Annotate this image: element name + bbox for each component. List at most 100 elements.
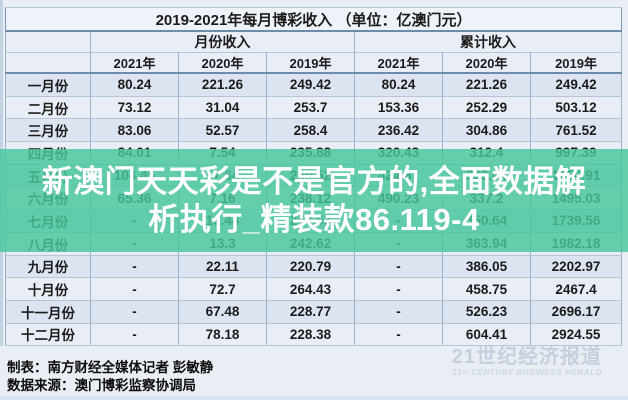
table-cell: - — [354, 277, 443, 301]
publisher-logo: 21世纪经济报道 21ˢᵗ CENTURY BUSINESS HERALD — [452, 346, 602, 378]
table-cell: 330.04 — [442, 163, 531, 188]
table-cell: - — [90, 254, 179, 279]
table-cell: 761.52 — [529, 118, 623, 143]
table-cell: 78.18 — [178, 322, 267, 347]
table-cell: 80.24 — [90, 72, 179, 97]
table-cell: 238.12 — [266, 186, 355, 211]
credit-line: 制表：南方财经全媒体记者 彭敏静 — [7, 360, 214, 375]
table-cell: 153.36 — [354, 95, 443, 120]
table-cell: 2924.55 — [529, 322, 623, 347]
group-header-row: 月份收入 累计收入 — [5, 30, 623, 53]
table-cell: 22.11 — [178, 254, 267, 279]
year-header-row: 2021年 2020年 2019年 2021年 2020年 2019年 — [5, 52, 623, 74]
revenue-table: 2019-2021年每月博彩收入 （单位：亿澳门元） 月份收入 累计收入 202… — [5, 7, 623, 347]
row-label: 八月份 — [5, 231, 91, 256]
year-header: 2021年 — [90, 52, 179, 74]
table-cell: 104.45 — [90, 163, 179, 188]
table-row: 四月份 84.01 7.54 235.88 320.43 312.4 997.39 — [5, 141, 623, 165]
table-cell: 1495.03 — [529, 186, 623, 211]
table-cell: 67.48 — [178, 299, 267, 324]
table-cell: - — [354, 299, 443, 324]
year-header: 2020年 — [442, 52, 531, 74]
table-cell: 1739.56 — [529, 209, 623, 233]
row-label: 十一月份 — [5, 299, 91, 324]
table-cell: 249.42 — [266, 72, 355, 97]
table-cell: 363.94 — [442, 231, 531, 256]
table-cell: 1982.18 — [529, 231, 623, 256]
year-header: 2020年 — [178, 52, 267, 74]
table-cell: 1256.91 — [529, 163, 623, 188]
table-cell: 84.01 — [90, 141, 179, 165]
table-cell: 604.41 — [442, 322, 531, 347]
table-row: 五月份 104.45 17.64 259.52 424.87 330.04 1256.91 — [5, 163, 623, 188]
corner-cell — [5, 52, 91, 74]
table-cell: 236.42 — [354, 118, 443, 143]
table-cell: - — [90, 299, 179, 324]
left-edge-strip — [0, 0, 3, 346]
row-label: 六月份 — [5, 186, 91, 211]
table-cell: 7.16 — [178, 186, 267, 211]
table-cell: 304.86 — [442, 118, 531, 143]
table-cell: 80.24 — [354, 72, 443, 97]
table-cell: 264.43 — [266, 277, 355, 301]
table-cell: 253.7 — [266, 95, 355, 120]
table-row: 二月份 73.12 31.04 253.7 153.36 252.29 503.12 — [5, 95, 623, 120]
table-cell: 252.29 — [442, 95, 531, 120]
table-row: 九月份 -22.11 220.79-386.05 2202.97 — [5, 254, 623, 279]
table-title-row: 2019-2021年每月博彩收入 （单位：亿澳门元） — [5, 7, 622, 32]
row-label: 一月份 — [5, 72, 91, 97]
table-cell: 83.06 — [90, 118, 179, 143]
table-cell: 228.38 — [266, 322, 355, 347]
table-cell: - — [354, 254, 443, 279]
table-cell: 249.42 — [529, 72, 623, 97]
table-cell: 72.7 — [178, 277, 267, 301]
table-title: 2019-2021年每月博彩收入 （单位：亿澳门元） — [5, 7, 622, 32]
table-cell: 221.26 — [442, 72, 531, 97]
footer-notes: 制表：南方财经全媒体记者 彭敏静 数据来源：澳门博彩监察协调局 — [7, 359, 213, 395]
row-label: 二月份 — [5, 95, 91, 120]
corner-cell — [5, 30, 91, 53]
table-cell: 997.39 — [529, 141, 623, 165]
table-row: 三月份 83.06 52.57 258.4 236.42 304.86 761.52 — [5, 118, 623, 143]
table-cell: 13.3 — [178, 231, 267, 256]
table-cell: 258.4 — [266, 118, 355, 143]
source-line: 数据来源：澳门博彩监察协调局 — [7, 378, 196, 393]
table-cell: 228.77 — [266, 299, 355, 324]
table-cell: 7.54 — [178, 141, 267, 165]
table-cell: 242.62 — [266, 231, 355, 256]
table-cell: 235.88 — [266, 141, 355, 165]
table-cell: 31.04 — [178, 95, 267, 120]
table-cell: 386.05 — [442, 254, 531, 279]
row-label: 七月份 — [5, 209, 91, 233]
table-row: 六月份 65.36 7.16 238.12 490.23 337.2 1495.03 — [5, 186, 623, 211]
table-cell: 259.52 — [266, 163, 355, 188]
table-cell: 490.23 — [354, 186, 443, 211]
publisher-logo-cn: 21世纪经济报道 — [451, 346, 602, 368]
table-cell: 312.4 — [442, 141, 531, 165]
table-cell: 2696.17 — [529, 299, 623, 324]
table-cell: - — [90, 209, 179, 233]
table-cell: 220.79 — [266, 254, 355, 279]
table-cell: 65.36 — [90, 186, 179, 211]
table-cell: - — [354, 322, 443, 347]
table-row: 八月份 -13.3 242.62-363.94 1982.18 — [5, 231, 623, 256]
row-label: 五月份 — [5, 163, 91, 188]
year-header: 2019年 — [529, 52, 623, 74]
row-label: 三月份 — [5, 118, 91, 143]
row-label: 九月份 — [5, 254, 91, 279]
table-cell: 503.12 — [529, 95, 623, 120]
table-cell: - — [90, 231, 179, 256]
table-cell: 244.53 — [266, 209, 355, 233]
publisher-logo-en: 21ˢᵗ CENTURY BUSINESS HERALD — [452, 368, 602, 377]
group-header-cumulative: 累计收入 — [353, 30, 623, 53]
table-cell: - — [354, 231, 443, 256]
table-cell: - — [354, 209, 443, 233]
table-row: 七月份 -13.44 244.53-350.64 1739.56 — [5, 209, 623, 233]
table-cell: - — [90, 277, 179, 301]
table-cell: 526.23 — [442, 299, 531, 324]
table-cell: 424.87 — [354, 163, 443, 188]
group-header-monthly: 月份收入 — [90, 30, 355, 53]
year-header: 2019年 — [266, 52, 355, 74]
row-label: 十二月份 — [5, 322, 91, 347]
